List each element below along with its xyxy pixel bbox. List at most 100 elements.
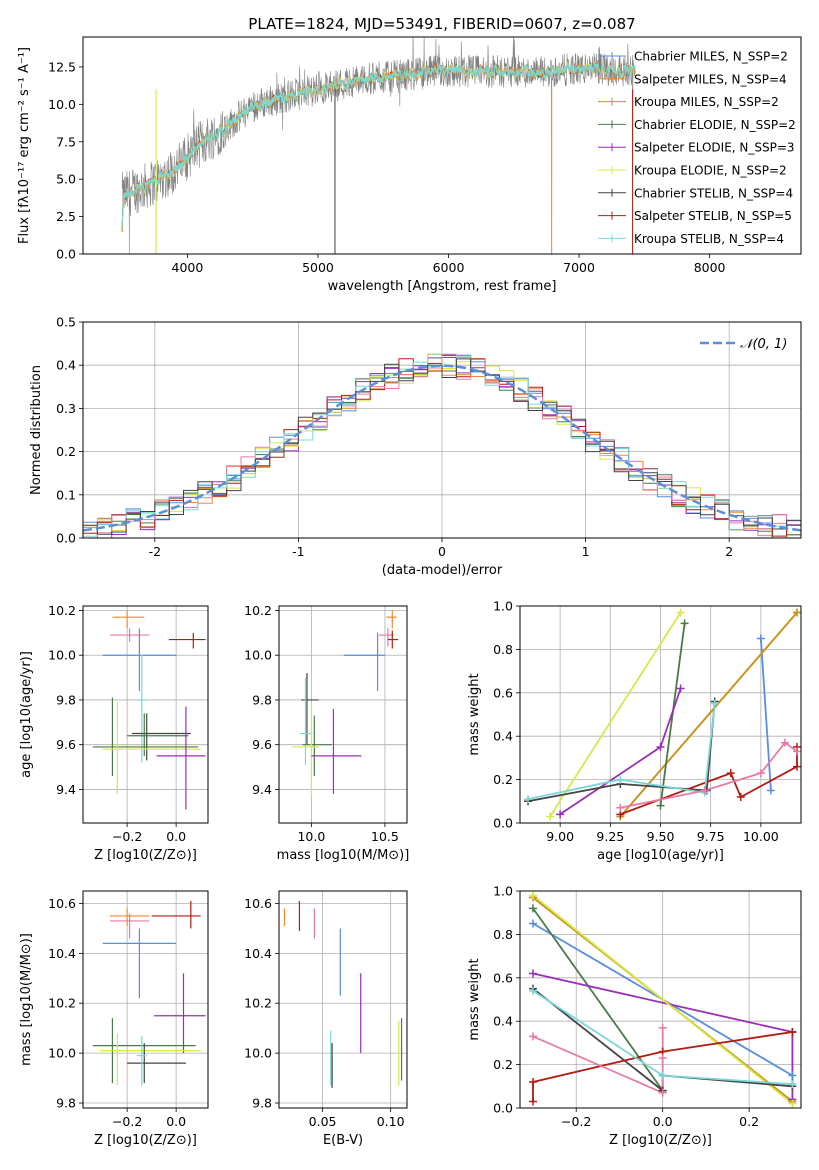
errorbar-point-3 [343,632,385,692]
errorbar-point-5 [132,713,191,761]
axes-frame [278,605,408,824]
series-marker [616,775,625,784]
series-line-5 [549,612,682,817]
y-tick-label: 10.6 [244,896,272,911]
series-marker [676,684,685,693]
y-tick-label: 10.2 [48,603,76,618]
series-marker [676,608,685,617]
x-axis-label: (data-model)/error [382,563,503,578]
series-marker [726,769,735,778]
y-tick-label: 10.0 [48,648,76,663]
series-marker [658,1023,667,1032]
x-tick-label: -2 [149,544,161,559]
y-tick-label: 0.2 [56,444,76,459]
plot-area [83,353,801,538]
legend: Chabrier MILES, N_SSP=2 Salpeter MILES, N… [598,50,796,246]
panel-weight_vs_age: 9.00 9.25 9.50 9.75 10.00 0.0 0.2 0.4 0.6 0.8 1.0 a… [467,599,802,863]
errorbar-point-3 [102,628,177,692]
y-tick-label: 1.0 [493,884,513,899]
series-marker [680,619,689,628]
series-marker [710,699,719,708]
y-tick-label: 2.5 [56,209,76,224]
series-line-3 [532,907,664,1092]
series-marker [788,1080,797,1089]
errorbar-point-4 [154,973,206,1054]
errorbar-point-3 [102,928,177,999]
series-marker [528,1097,537,1106]
series-marker [556,810,565,819]
axes-frame [82,36,802,255]
y-tick-label: 9.8 [56,1096,76,1111]
legend-label: Salpeter STELIB, N_SSP=5 [634,209,792,223]
x-axis-label: Z [log10(Z/Z⊙)] [94,1133,197,1148]
series-marker [528,969,537,978]
y-tick-label: 9.8 [252,1096,272,1111]
y-tick-label: 10.0 [244,1046,272,1061]
y-tick-label: 9.8 [252,692,272,707]
series-marker [528,919,537,928]
x-tick-label: 0 [438,544,446,559]
series-marker [524,795,533,804]
y-tick-label: 9.8 [56,692,76,707]
x-axis-label: Z [log10(Z/Z⊙)] [94,848,197,863]
histogram-pink [83,353,801,534]
x-tick-label: 9.00 [546,829,574,844]
y-tick-label: 0.0 [493,816,513,831]
y-tick-label: 9.6 [56,737,76,752]
y-tick-label: 10.2 [244,603,272,618]
plot-area [92,610,206,810]
y-tick-label: 0.6 [493,970,513,985]
errorbar-point-2 [151,900,201,929]
series-marker [528,1077,537,1086]
x-tick-label: 10.5 [371,829,399,844]
y-tick-label: 0.8 [493,927,513,942]
y-tick-label: 12.5 [48,59,76,74]
grid [83,891,208,1108]
y-tick-label: 10.2 [48,996,76,1011]
x-tick-label: 10.00 [743,829,779,844]
axes-frame [519,890,802,1109]
legend-label: Salpeter MILES, N_SSP=4 [634,72,787,86]
x-axis-label: Z [log10(Z/Z⊙)] [609,1133,712,1148]
series-marker [788,1071,797,1080]
axes-frame [519,605,802,824]
errorbar-point-1 [109,628,150,642]
axes-frame [278,890,408,1109]
errorbar-point-8 [102,702,201,794]
errorbar-point-4 [301,673,319,745]
errorbar-point-6 [100,1033,201,1086]
y-tick-label: 10.0 [244,648,272,663]
x-tick-label: 0.0 [653,1114,673,1129]
series-line-7 [532,1031,793,1102]
y-tick-label: 0.2 [493,772,513,787]
axes-frame [82,890,209,1109]
panel-age_vs_z: −0.2 0.0 9.4 9.6 9.8 10.0 10.2 Z [log10(Z/Z⊙)] a… [19,603,209,863]
y-axis-label: mass [log10(M/M⊙)] [19,933,34,1066]
legend-label: Chabrier STELIB, N_SSP=4 [634,186,793,200]
plot-area [92,900,206,1086]
errorbar-point-9 [156,706,206,810]
errorbar-point-4 [136,655,147,763]
y-tick-label: 9.4 [56,782,76,797]
errorbar-point-2 [387,630,399,649]
legend-label: Salpeter ELODIE, N_SSP=3 [634,141,795,155]
y-axis-label: mass weight [467,958,482,1040]
y-tick-label: 0.6 [493,685,513,700]
x-tick-label: 0.2 [739,1114,759,1129]
y-tick-label: 0.8 [493,642,513,657]
errorbar-point-8 [311,708,362,794]
series-marker [788,1099,797,1108]
panel-weight_vs_z: −0.2 0.0 0.2 0.0 0.2 0.4 0.6 0.8 1.0 Z [log10(Z/Z… [467,884,802,1148]
series-marker [736,792,745,801]
errorbar-point-7 [127,1043,186,1084]
panel-age_vs_mass: 10.0 10.5 9.4 9.6 9.8 10.0 10.2 mass [log10(M/M… [244,603,409,863]
legend-label: Kroupa ELODIE, N_SSP=2 [634,164,787,178]
series-marker [656,743,665,752]
series-line-0 [760,638,772,791]
series-line-9 [532,1027,664,1095]
x-tick-label: −0.2 [112,829,142,844]
series-marker [700,786,709,795]
y-tick-label: 10.4 [244,946,272,961]
axes-frame [82,605,209,824]
